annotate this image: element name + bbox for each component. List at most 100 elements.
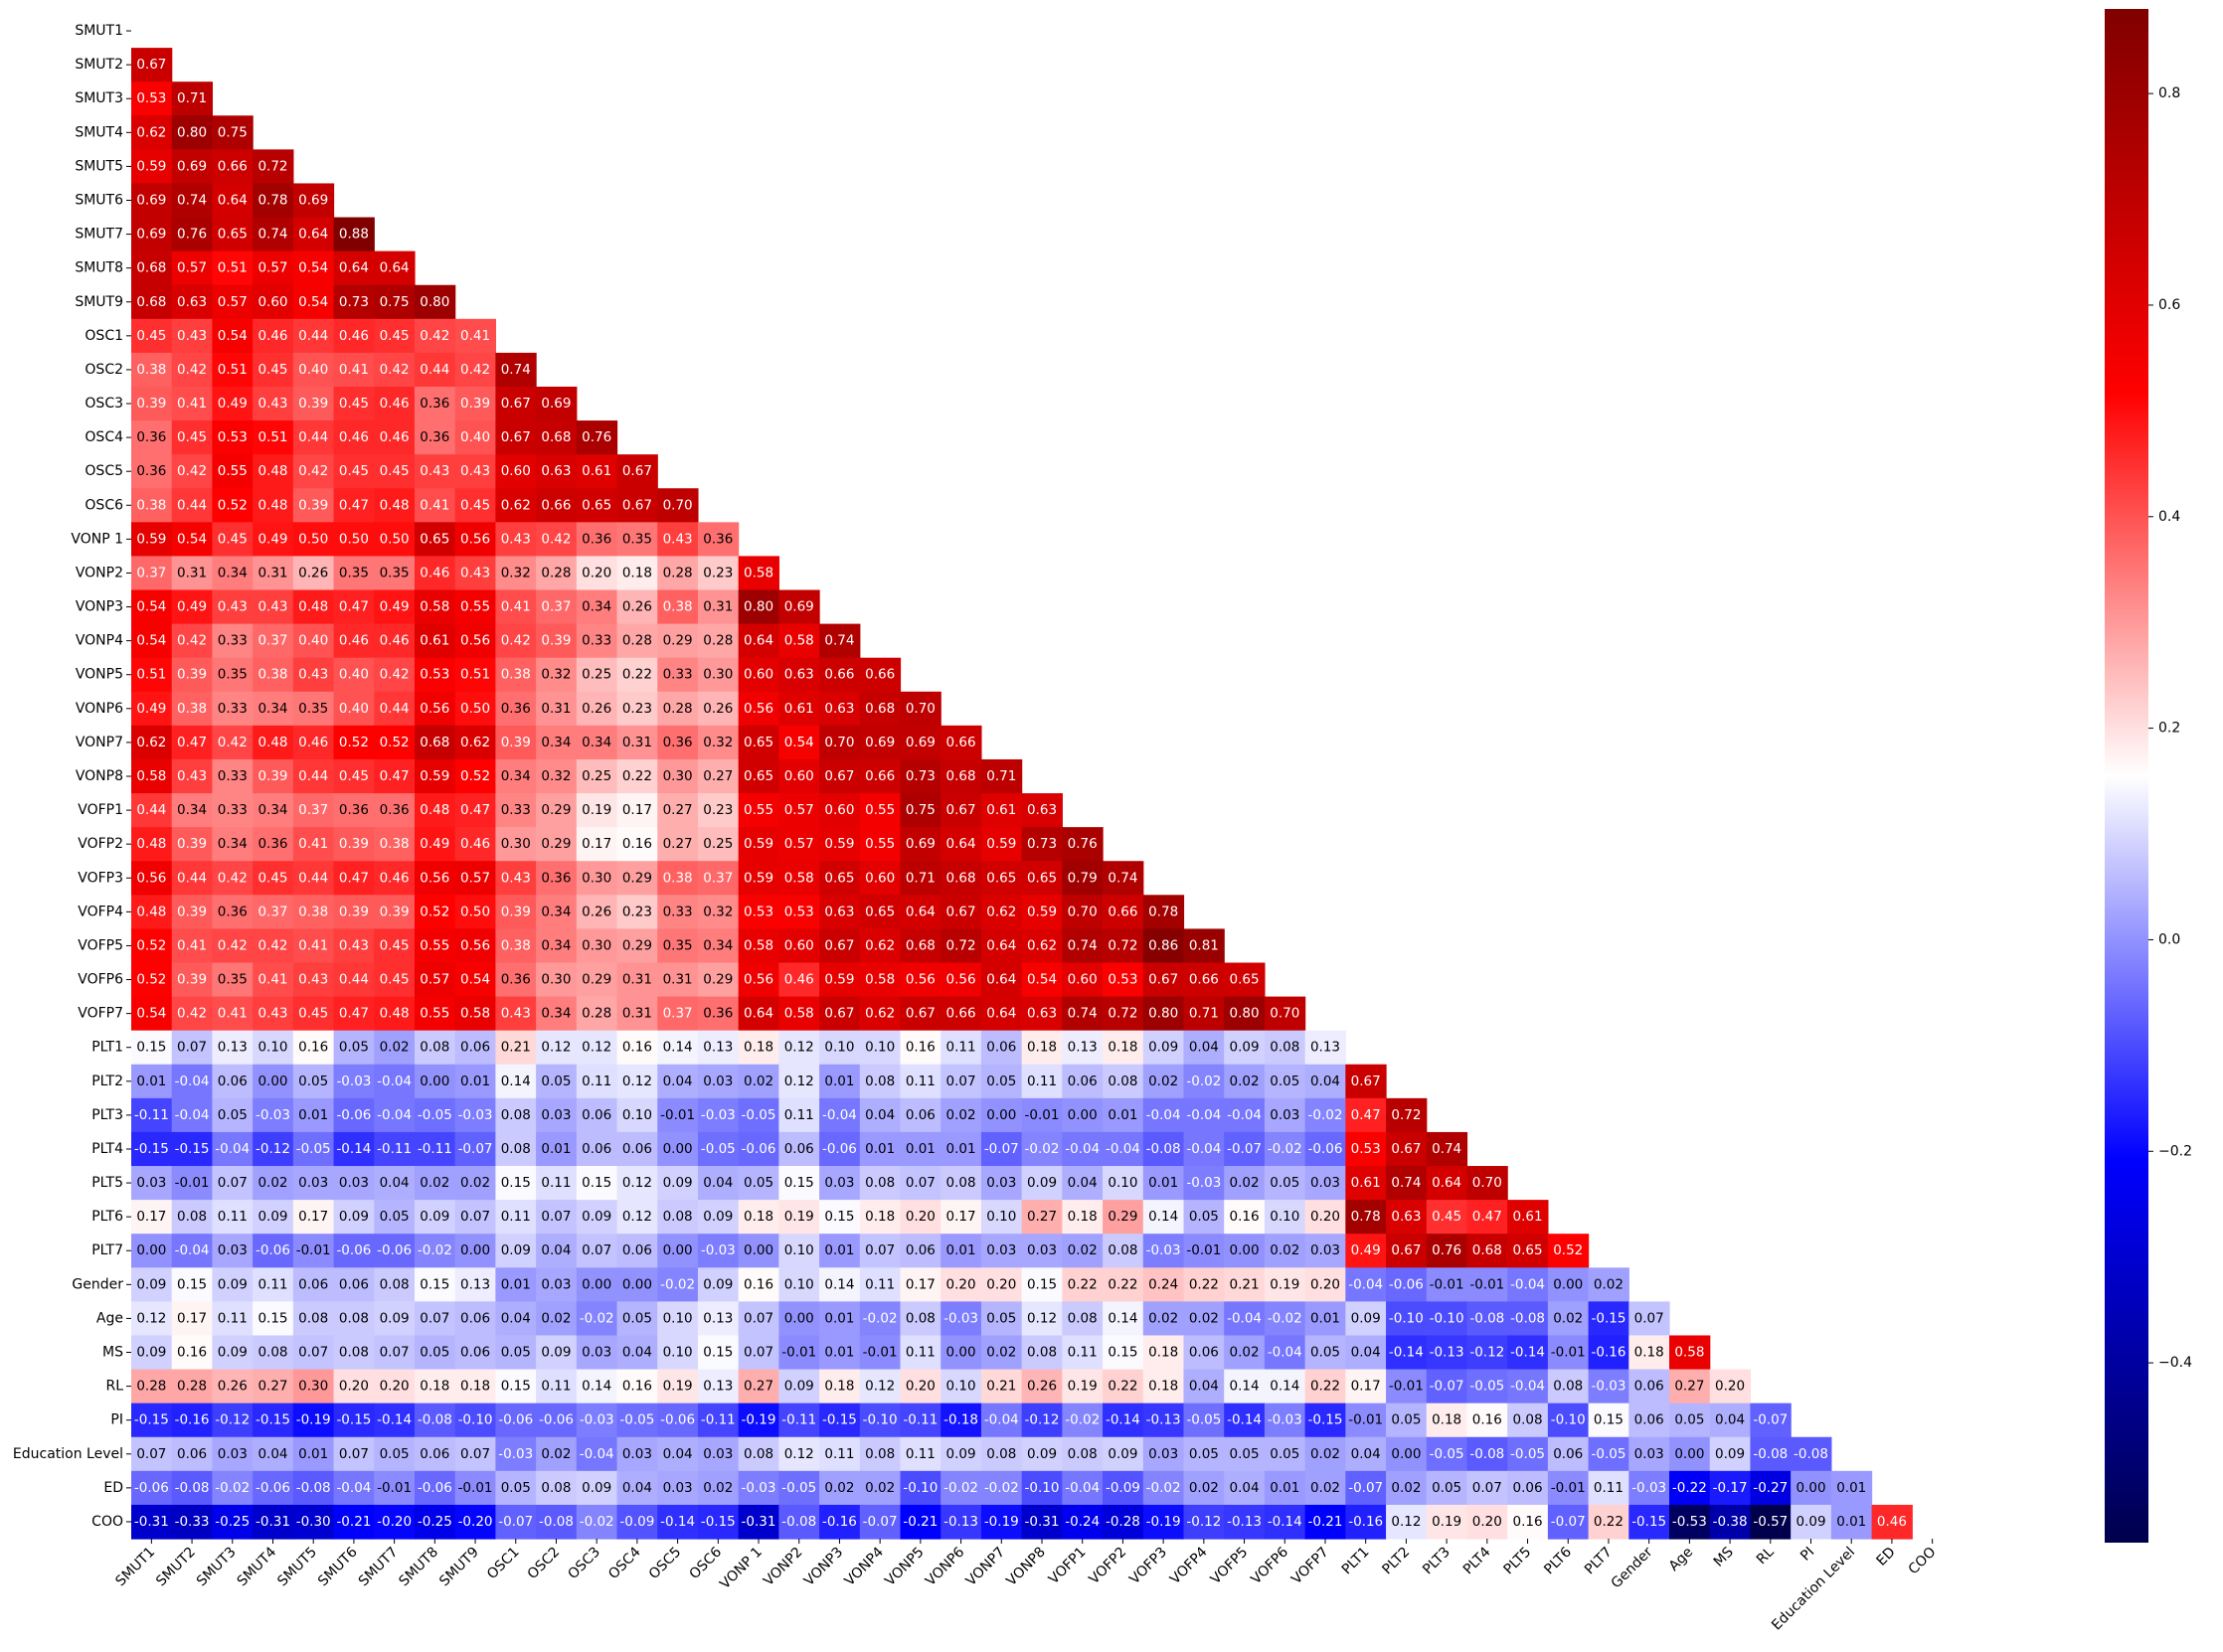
cell-value-label: 0.15 — [784, 1175, 814, 1191]
heatmap-cell — [1103, 1369, 1144, 1404]
cell-value-label: 0.08 — [1108, 1074, 1137, 1089]
cell-value-label: 0.03 — [622, 1446, 652, 1462]
heatmap-cell — [900, 1030, 941, 1066]
cell-value-label: 0.42 — [218, 870, 248, 886]
cell-value-label: 0.12 — [784, 1040, 814, 1056]
cell-value-label: -0.12 — [256, 1141, 290, 1157]
cell-value-label: 0.09 — [582, 1480, 611, 1496]
heatmap-cell — [253, 149, 294, 185]
cell-value-label: -0.21 — [903, 1514, 938, 1530]
cell-value-label: 0.25 — [703, 836, 733, 852]
heatmap-cell — [536, 420, 578, 455]
cell-value-label: 0.58 — [744, 937, 773, 953]
heatmap-cell — [374, 556, 416, 591]
heatmap-cell — [940, 1064, 982, 1099]
heatmap-cell — [536, 657, 578, 693]
heatmap-cell — [253, 217, 294, 252]
cell-value-label: 0.46 — [257, 328, 287, 344]
cell-value-label: 0.58 — [460, 1006, 490, 1022]
cell-value-label: 0.46 — [1877, 1514, 1907, 1530]
heatmap-cell — [980, 1030, 1023, 1066]
cell-value-label: 0.02 — [1068, 1242, 1098, 1258]
cell-value-label: 0.48 — [136, 836, 166, 852]
cell-value-label: 0.09 — [257, 1209, 287, 1225]
cell-value-label: 0.18 — [1108, 1040, 1137, 1056]
heatmap-cell — [738, 793, 779, 828]
cell-value-label: 0.08 — [257, 1345, 287, 1361]
heatmap-cell — [819, 1030, 861, 1066]
cell-value-label: 0.36 — [501, 701, 531, 717]
heatmap-cell — [1547, 1504, 1590, 1540]
cell-value-label: 0.11 — [541, 1379, 571, 1395]
heatmap-cell — [980, 861, 1023, 896]
heatmap-cell — [131, 657, 173, 693]
heatmap-cell — [697, 1064, 740, 1099]
heatmap-cell — [657, 589, 699, 625]
cell-value-label: 0.59 — [824, 972, 854, 988]
cell-value-label: 0.22 — [622, 667, 652, 683]
row-label: SMUT5 — [75, 158, 123, 174]
cell-value-label: 0.38 — [298, 904, 328, 919]
cell-value-label: 0.39 — [177, 904, 207, 919]
heatmap-cell — [1588, 1504, 1629, 1540]
heatmap-cell — [333, 1335, 375, 1371]
cell-value-label: 0.23 — [622, 701, 652, 717]
colorbar: −0.4−0.20.00.20.40.60.8 — [2105, 9, 2192, 1543]
cell-value-label: 0.08 — [1027, 1345, 1057, 1361]
row-label: VOFP3 — [78, 870, 123, 886]
cell-value-label: 0.06 — [1189, 1345, 1219, 1361]
cell-value-label: 0.08 — [744, 1446, 773, 1462]
cell-value-label: 0.58 — [784, 870, 814, 886]
cell-value-label: 0.01 — [824, 1345, 854, 1361]
heatmap-cell — [374, 725, 416, 760]
cell-value-label: 0.01 — [460, 1074, 490, 1089]
cell-value-label: 0.42 — [420, 328, 449, 344]
heatmap-cell — [657, 1470, 699, 1506]
heatmap-cell — [616, 996, 658, 1032]
cell-value-label: 0.19 — [784, 1209, 814, 1225]
heatmap-cell — [1062, 827, 1104, 862]
heatmap-cell — [980, 1436, 1023, 1472]
heatmap-cell — [1426, 1200, 1468, 1235]
cell-value-label: 0.56 — [946, 972, 976, 988]
cell-value-label: 0.07 — [946, 1074, 976, 1089]
heatmap-cell — [292, 556, 335, 591]
heatmap-cell — [900, 1301, 941, 1337]
cell-value-label: 0.00 — [1553, 1276, 1583, 1292]
cell-value-label: 0.12 — [622, 1074, 652, 1089]
cell-value-label: 0.26 — [622, 599, 652, 615]
cell-value-label: 0.03 — [986, 1175, 1016, 1191]
heatmap-cell — [1183, 928, 1225, 964]
heatmap-cell — [778, 1335, 820, 1371]
heatmap-cell — [253, 725, 294, 760]
heatmap-cell — [980, 1369, 1023, 1404]
heatmap-cell — [374, 352, 416, 388]
heatmap-cell — [536, 1097, 578, 1133]
heatmap-cell — [1103, 1200, 1144, 1235]
heatmap-cell — [333, 793, 375, 828]
cell-value-label: 0.62 — [986, 904, 1016, 919]
heatmap-cell — [454, 386, 496, 421]
heatmap-cell — [131, 1200, 173, 1235]
cell-value-label: 0.36 — [541, 870, 571, 886]
heatmap-cell — [1386, 1470, 1428, 1506]
heatmap-cell — [171, 1436, 214, 1472]
heatmap-cell — [1345, 1436, 1387, 1472]
cell-value-label: 0.48 — [380, 1006, 410, 1022]
heatmap-cell — [1264, 1097, 1306, 1133]
cell-value-label: 0.53 — [420, 667, 449, 683]
cell-value-label: 0.49 — [177, 599, 207, 615]
heatmap-cell — [1062, 861, 1104, 896]
row-label: SMUT3 — [75, 90, 123, 106]
heatmap-cell — [414, 1403, 456, 1438]
cell-value-label: -0.38 — [1713, 1514, 1748, 1530]
cell-value-label: -0.05 — [1469, 1379, 1504, 1395]
heatmap-cell — [333, 996, 375, 1032]
cell-value-label: -0.13 — [1227, 1514, 1262, 1530]
heatmap-cell — [1103, 1403, 1144, 1438]
heatmap-cell — [414, 725, 456, 760]
row-label: PLT5 — [91, 1175, 123, 1191]
heatmap-cell — [1103, 1301, 1144, 1337]
heatmap-cell — [1709, 1504, 1752, 1540]
cell-value-label: -0.16 — [822, 1514, 857, 1530]
